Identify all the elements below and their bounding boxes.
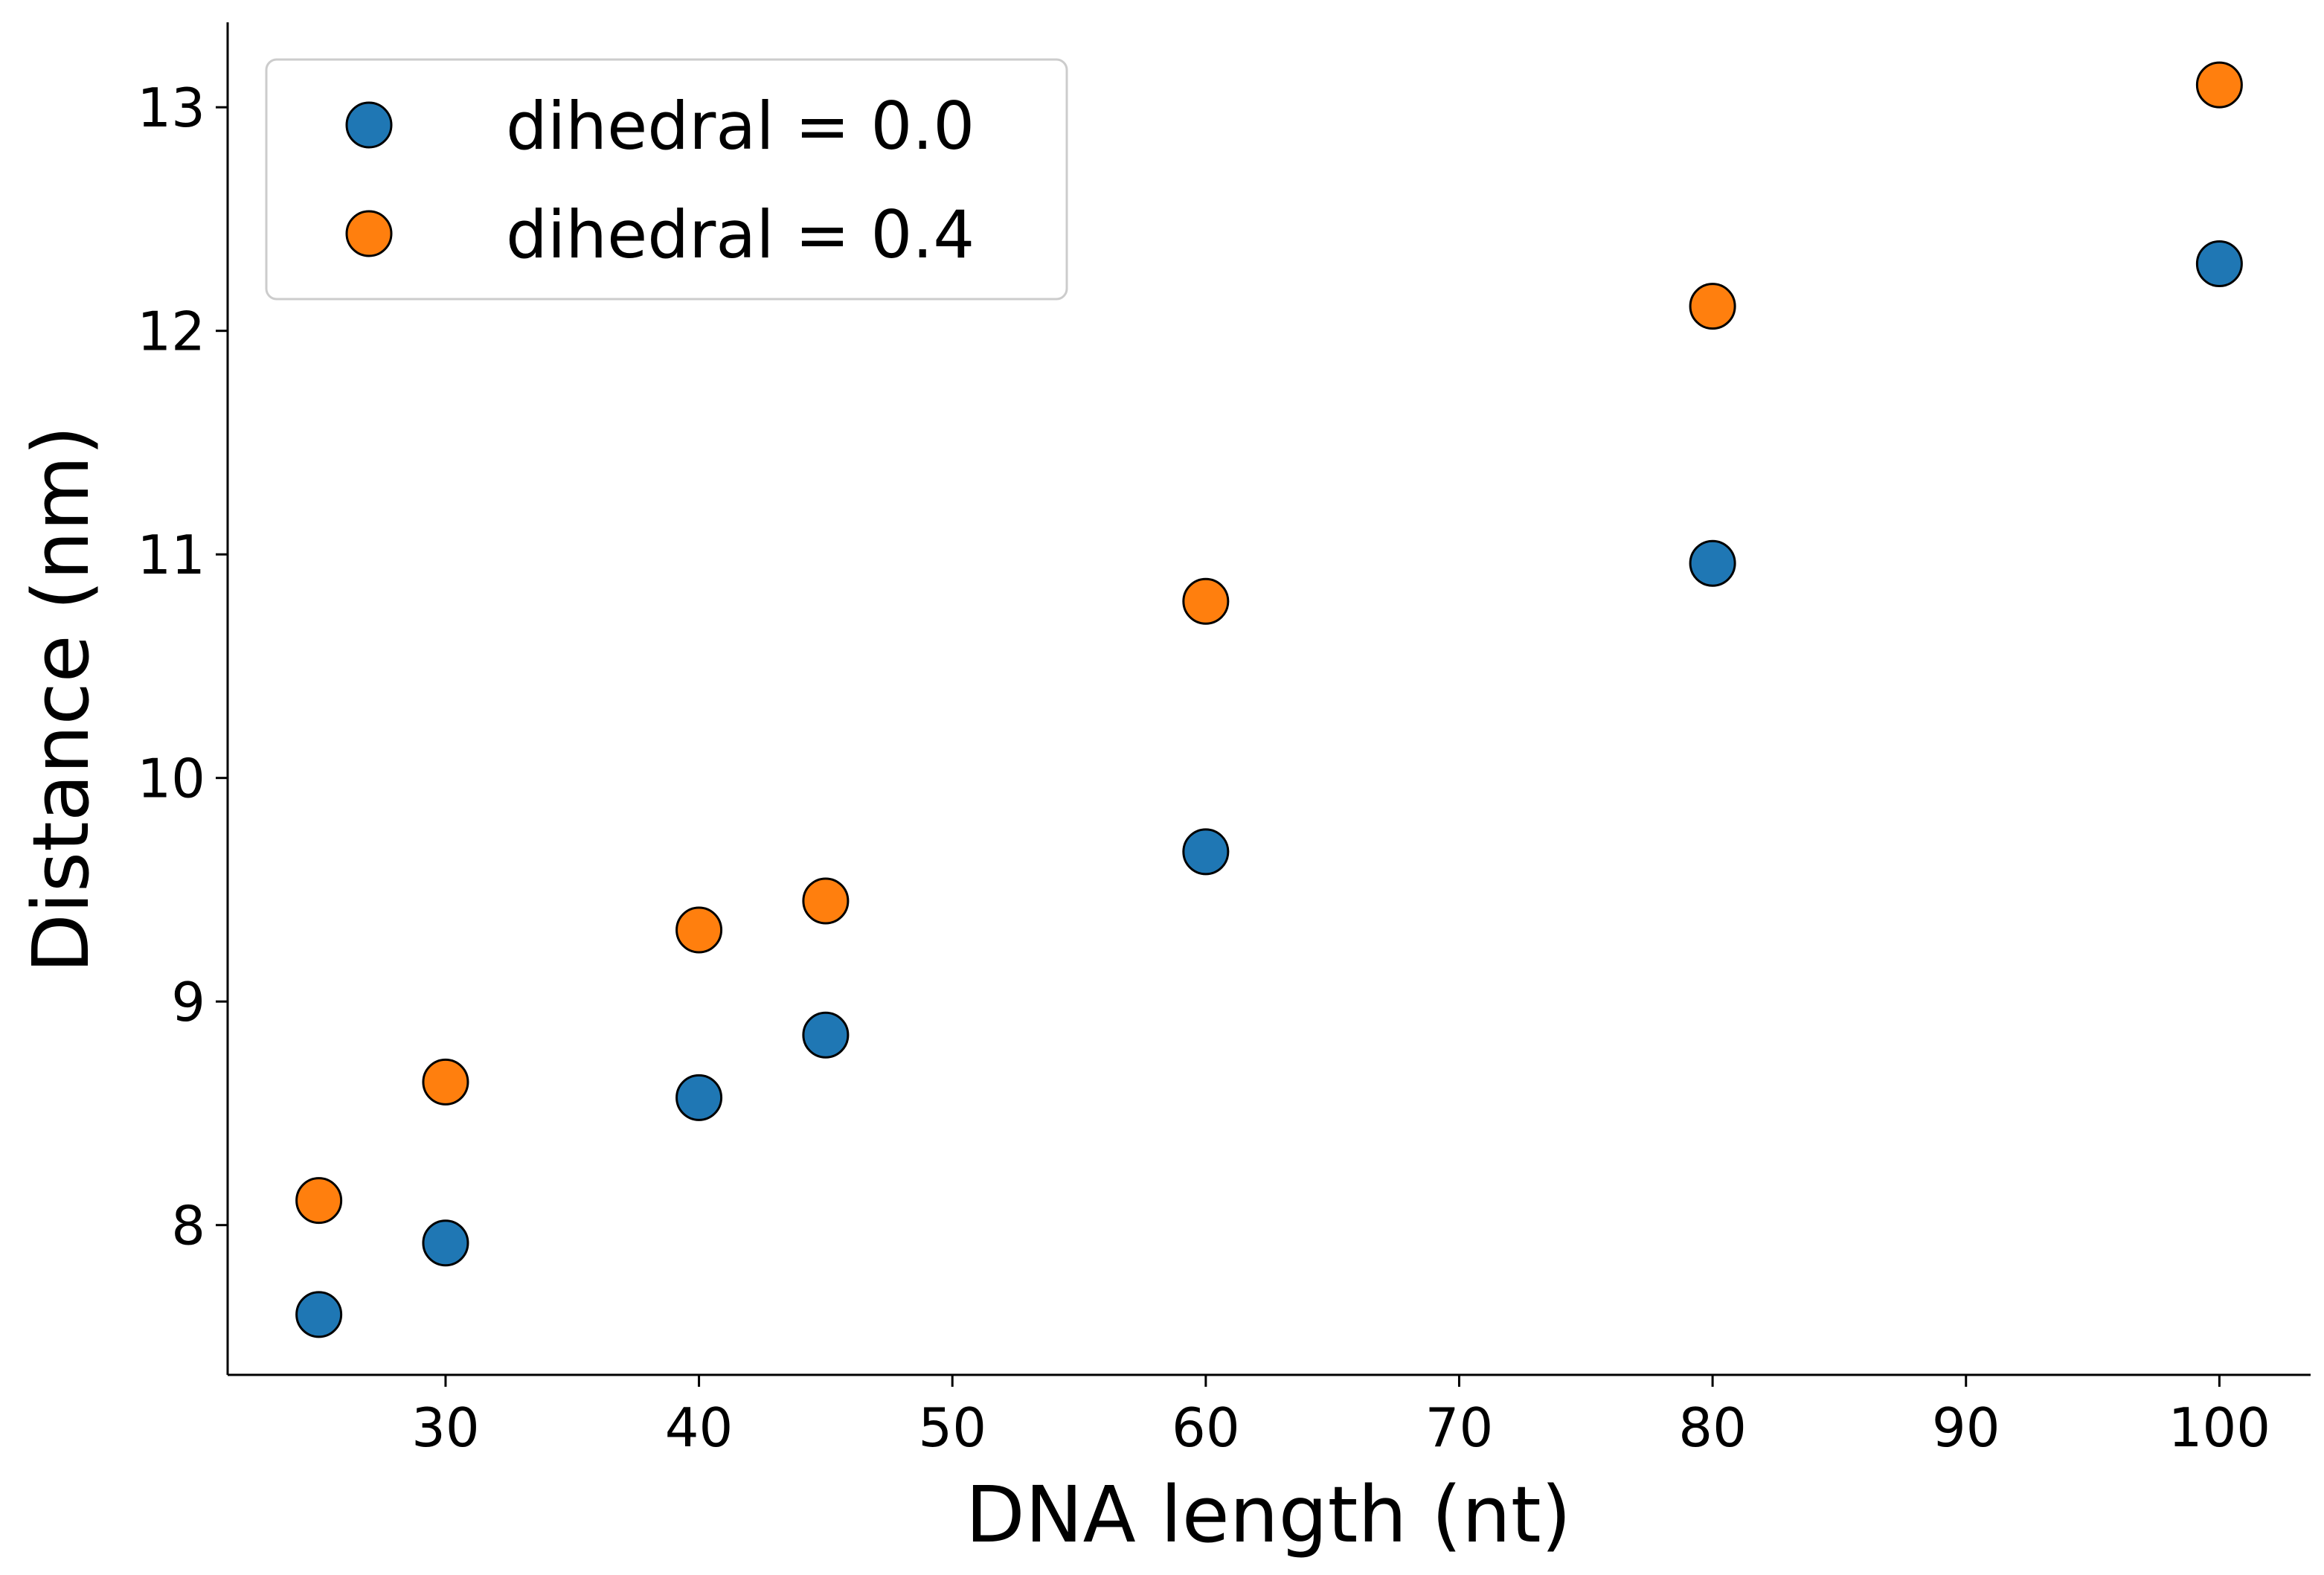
legend-label: dihedral = 0.4 — [506, 196, 975, 273]
data-point — [2195, 240, 2243, 288]
x-tick-label: 90 — [1932, 1396, 2000, 1459]
legend: dihedral = 0.0 dihedral = 0.4 — [265, 58, 1068, 301]
y-tick-label: 12 — [137, 301, 205, 363]
data-point — [675, 1074, 723, 1121]
y-tick-label: 13 — [137, 77, 205, 139]
data-point — [422, 1219, 469, 1267]
y-tick-label: 11 — [137, 524, 205, 586]
y-tick-label: 10 — [137, 748, 205, 810]
y-tick-label: 9 — [171, 971, 205, 1033]
data-point — [1182, 828, 1230, 876]
x-axis-ticks: 30 40 50 60 70 80 90 100 — [411, 1375, 2270, 1459]
data-point — [802, 1011, 850, 1059]
data-point — [2195, 61, 2243, 109]
legend-box — [265, 58, 1068, 301]
x-tick-label: 80 — [1678, 1396, 1747, 1459]
y-axis-ticks: 8 9 10 11 12 13 — [137, 77, 228, 1257]
data-point — [1689, 539, 1736, 587]
x-axis-title: DNA length (nt) — [966, 1469, 1571, 1560]
data-point — [675, 906, 723, 954]
legend-entries: dihedral = 0.0 dihedral = 0.4 — [345, 88, 975, 273]
axes: 30 40 50 60 70 80 90 100 8 9 10 11 12 13 — [137, 22, 2311, 1459]
legend-marker — [345, 210, 393, 257]
data-point — [802, 877, 850, 925]
x-tick-label: 70 — [1425, 1396, 1494, 1459]
x-tick-label: 40 — [665, 1396, 734, 1459]
x-tick-label: 100 — [2169, 1396, 2270, 1459]
data-point — [295, 1291, 343, 1338]
data-point — [1689, 283, 1736, 330]
y-axis-title: Distance (nm) — [16, 426, 106, 973]
y-tick-label: 8 — [171, 1195, 205, 1257]
data-point — [422, 1058, 469, 1106]
legend-marker — [345, 101, 393, 149]
data-point — [295, 1177, 343, 1225]
x-tick-label: 60 — [1172, 1396, 1240, 1459]
legend-label: dihedral = 0.0 — [506, 88, 975, 164]
x-tick-label: 50 — [918, 1396, 986, 1459]
x-tick-label: 30 — [411, 1396, 480, 1459]
data-point — [1182, 577, 1230, 625]
data-points — [295, 61, 2243, 1338]
